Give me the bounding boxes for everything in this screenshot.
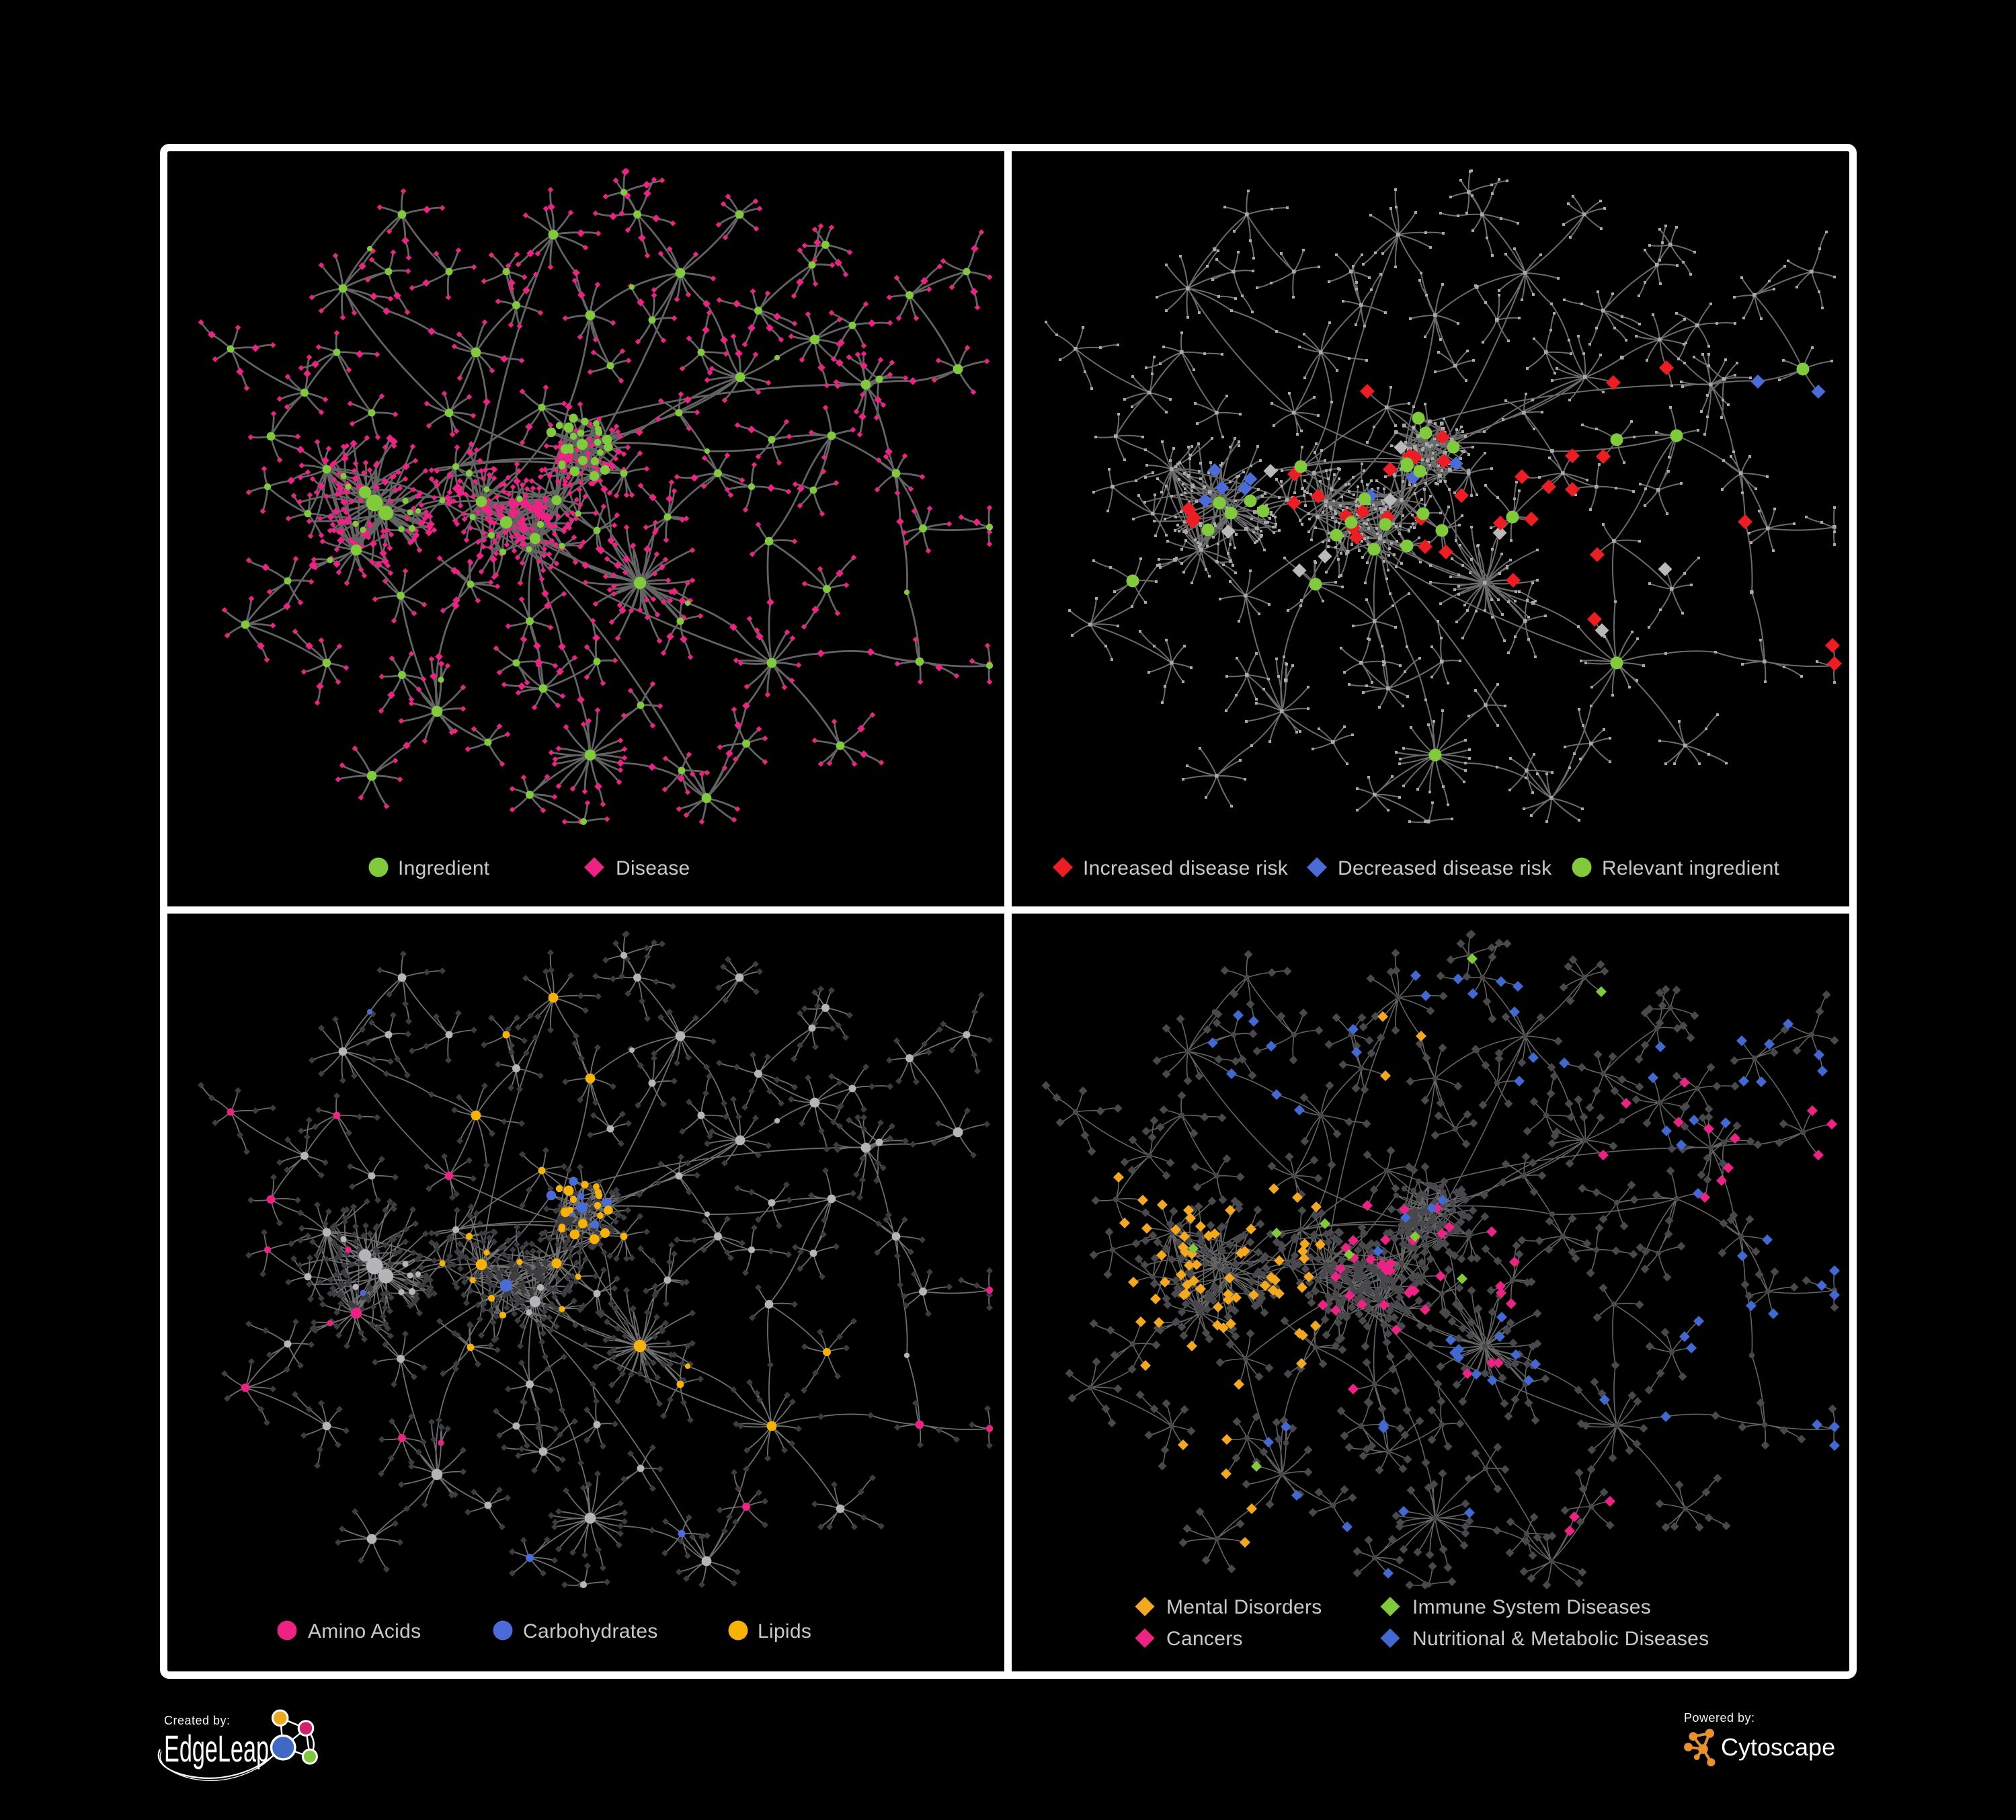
svg-text:Increased disease risk: Increased disease risk <box>1083 857 1289 879</box>
svg-text:Disease: Disease <box>616 857 690 879</box>
svg-text:Carbohydrates: Carbohydrates <box>523 1620 658 1643</box>
svg-text:Relevant ingredient: Relevant ingredient <box>1602 857 1780 879</box>
svg-text:EdgeLeap: EdgeLeap <box>164 1727 269 1770</box>
svg-text:Nutritional & Metabolic Diseas: Nutritional & Metabolic Diseases <box>1412 1628 1709 1650</box>
svg-text:Amino Acids: Amino Acids <box>308 1620 421 1643</box>
svg-text:Ingredient: Ingredient <box>398 857 490 879</box>
svg-text:Decreased disease risk: Decreased disease risk <box>1338 857 1552 879</box>
svg-text:Created by:: Created by: <box>164 1714 231 1727</box>
svg-text:Lipids: Lipids <box>758 1620 811 1643</box>
svg-text:Cytoscape: Cytoscape <box>1721 1733 1835 1761</box>
svg-text:Immune System Diseases: Immune System Diseases <box>1412 1596 1651 1618</box>
svg-text:Mental Disorders: Mental Disorders <box>1166 1596 1322 1618</box>
svg-text:Powered by:: Powered by: <box>1684 1711 1755 1725</box>
svg-text:Cancers: Cancers <box>1166 1628 1243 1650</box>
